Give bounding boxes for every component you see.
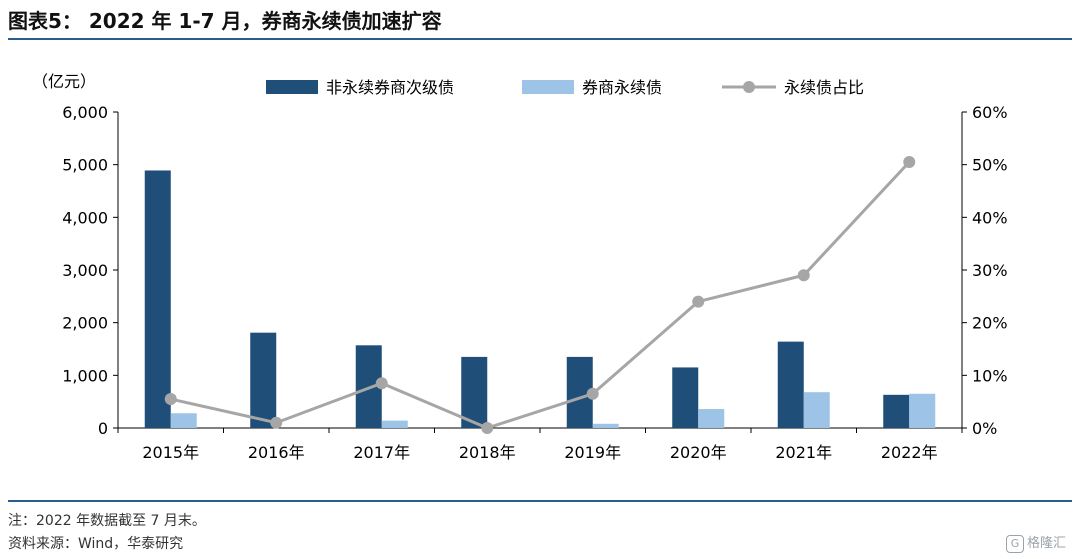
line-point — [586, 387, 599, 400]
watermark-logo-icon: G — [1005, 534, 1024, 553]
top-divider — [8, 38, 1072, 40]
line-point — [375, 377, 388, 390]
bar-non-perpetual — [672, 367, 699, 428]
legend-label-non-perpetual: 非永续券商次级债 — [326, 78, 454, 97]
legend-marker-share — [743, 81, 755, 93]
bottom-divider — [8, 500, 1072, 502]
bar-non-perpetual — [777, 341, 804, 428]
legend-label-perpetual: 券商永续债 — [582, 78, 662, 97]
bar-perpetual — [170, 413, 197, 428]
line-point — [481, 422, 494, 434]
line-point — [270, 416, 283, 429]
line-point — [903, 156, 916, 169]
bar-perpetual — [592, 423, 619, 428]
chart-title: 图表5： 2022 年 1-7 月，券商永续债加速扩容 — [8, 9, 442, 33]
x-tick-label: 2022年 — [881, 443, 938, 462]
y-right-tick-label: 20% — [972, 314, 1008, 333]
legend-swatch-non-perpetual — [266, 80, 318, 94]
y-left-unit-label: （亿元） — [32, 72, 96, 91]
x-tick-label: 2015年 — [142, 443, 199, 462]
bar-perpetual — [698, 409, 725, 428]
y-left-tick-label: 2,000 — [62, 314, 108, 333]
source-line: 资料来源：Wind，华泰研究 — [8, 536, 184, 552]
line-point — [164, 393, 177, 406]
x-tick-label: 2018年 — [459, 443, 516, 462]
line-point — [797, 269, 810, 282]
y-left-tick-label: 6,000 — [62, 103, 108, 122]
y-left-tick-label: 1,000 — [62, 366, 108, 385]
x-tick-label: 2016年 — [248, 443, 305, 462]
line-perpetual-share — [170, 161, 911, 430]
line-point — [692, 295, 705, 308]
y-right-tick-label: 30% — [972, 261, 1008, 280]
bar-perpetual — [381, 420, 408, 428]
bar-perpetual — [803, 392, 830, 428]
bar-perpetual — [909, 393, 936, 428]
y-right-tick-label: 0% — [972, 419, 997, 438]
x-tick-label: 2021年 — [775, 443, 832, 462]
y-left-tick-label: 5,000 — [62, 156, 108, 175]
bar-non-perpetual — [461, 356, 488, 428]
x-tick-label: 2017年 — [353, 443, 410, 462]
y-left-tick-label: 4,000 — [62, 208, 108, 227]
watermark-text: 格隆汇 — [1026, 536, 1066, 551]
y-left-tick-label: 0 — [98, 419, 108, 438]
watermark: G 格隆汇 — [1005, 532, 1066, 553]
y-right-tick-label: 50% — [972, 156, 1008, 175]
legend-label-share: 永续债占比 — [784, 78, 864, 97]
y-right-tick-label: 10% — [972, 366, 1008, 385]
bar-non-perpetual — [250, 332, 277, 428]
y-left-tick-label: 3,000 — [62, 261, 108, 280]
x-tick-label: 2020年 — [670, 443, 727, 462]
footnote: 注：2022 年数据截至 7 月末。 — [8, 513, 206, 529]
y-right-tick-label: 60% — [972, 103, 1008, 122]
y-right-tick-label: 40% — [972, 208, 1008, 227]
bar-non-perpetual — [144, 170, 171, 428]
chart-container: 0 1,000 2,000 3,000 4,000 5,000 6,000 0% 10% 20% 3… — [0, 42, 1080, 497]
legend-swatch-perpetual — [522, 80, 574, 94]
chart-svg: 0 1,000 2,000 3,000 4,000 5,000 6,000 0% 10% 20% 3… — [32, 72, 1008, 462]
bar-non-perpetual — [883, 394, 910, 428]
x-tick-label: 2019年 — [564, 443, 621, 462]
